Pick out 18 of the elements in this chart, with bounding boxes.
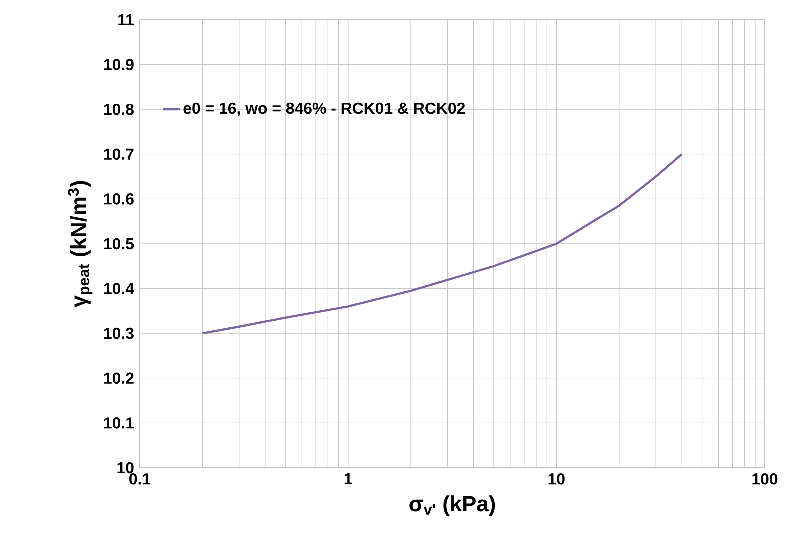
y-tick-label: 10.9 <box>104 59 134 70</box>
y-tick-label: 10.1 <box>104 418 134 429</box>
y-tick-label: 10.8 <box>104 104 134 116</box>
legend-label: e0 = 16, wo = 846% - RCK01 & RCK02 <box>184 102 466 116</box>
x-tick-label: 0.1 <box>130 474 151 485</box>
y-tick-label: 10.7 <box>104 148 134 160</box>
x-axis-title: σ$_{v'}$ (kPa) <box>410 496 496 516</box>
x-tick-label: 10 <box>548 474 565 485</box>
y-tick-label: 10.3 <box>104 328 134 340</box>
y-tick-label: 10.2 <box>104 372 134 384</box>
y-tick-label: 10.5 <box>104 238 134 250</box>
y-axis-title: γ$_{peat}$ (kN/m$^{3}$) <box>68 181 93 308</box>
y-tick-label: 10.6 <box>104 194 134 205</box>
y-tick-label: 11 <box>118 14 134 26</box>
x-tick-label: 1 <box>344 473 352 484</box>
x-tick-label: 100 <box>752 474 778 485</box>
y-tick-label: 10.4 <box>104 283 134 294</box>
y-tick-label: 10 <box>118 462 134 474</box>
